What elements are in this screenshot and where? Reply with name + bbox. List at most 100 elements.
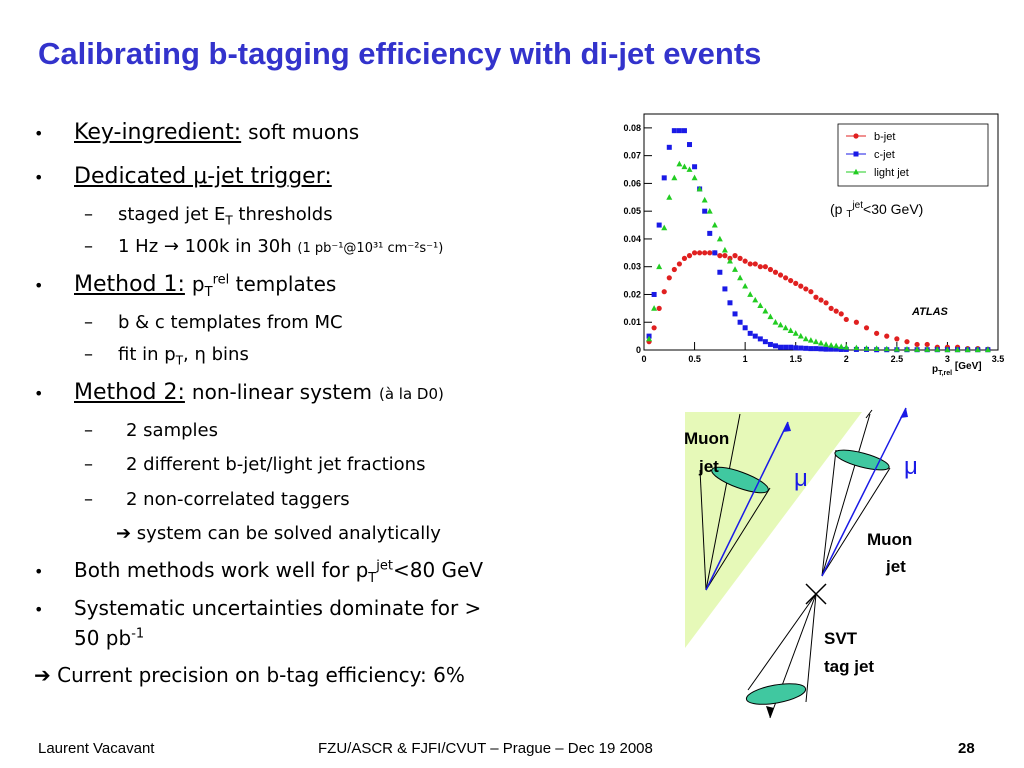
data-point-light-jet [807, 337, 814, 343]
data-point-light-jet [742, 282, 749, 289]
svg-text:tag jet: tag jet [824, 657, 874, 676]
data-point-c-jet [767, 341, 773, 347]
data-point-c-jet [692, 164, 698, 170]
x-axis-label: pT,rel [GeV] [932, 361, 982, 377]
data-point-b-jet [661, 289, 667, 295]
data-point-light-jet [903, 345, 910, 352]
data-point-b-jet [717, 253, 723, 259]
data-point-b-jet [767, 266, 774, 273]
mu-label-left: μ [794, 465, 808, 492]
muon-jet-cone-right [821, 407, 908, 577]
data-point-light-jet [716, 235, 723, 242]
data-point-c-jet [707, 230, 713, 236]
data-point-b-jet [838, 311, 844, 317]
data-point-b-jet [747, 261, 753, 267]
atlas-label: ATLAS [911, 306, 949, 318]
chart-annotation-ptjet: (p Tjet<30 GeV) [830, 200, 923, 220]
data-point-c-jet [833, 346, 839, 352]
data-point-b-jet [742, 258, 748, 264]
data-point-c-jet [651, 291, 657, 297]
dijet-diagram: Muon jet μ μ Muon jet SVT tag jet [684, 407, 918, 719]
data-point-b-jet [681, 255, 688, 261]
data-point-light-jet [762, 307, 769, 314]
data-point-b-jet [828, 305, 834, 311]
legend-label: light jet [874, 167, 909, 179]
data-point-b-jet [884, 333, 890, 339]
data-point-c-jet [808, 346, 814, 352]
data-point-c-jet [783, 344, 789, 350]
legend: b-jet c-jet light jet [837, 123, 989, 187]
data-point-light-jet [974, 346, 981, 353]
data-point-b-jet [843, 316, 849, 323]
data-point-light-jet [934, 346, 941, 352]
data-point-light-jet [893, 345, 900, 352]
data-point-b-jet [691, 250, 698, 256]
data-point-b-jet [914, 341, 920, 348]
data-point-b-jet [904, 339, 910, 345]
data-point-light-jet [782, 324, 789, 331]
data-point-light-jet [797, 332, 804, 339]
data-point-light-jet [984, 346, 991, 353]
data-point-light-jet [737, 274, 744, 281]
data-point-b-jet [651, 325, 657, 331]
data-point-light-jet [732, 266, 739, 272]
data-point-c-jet [661, 175, 667, 181]
data-point-c-jet [747, 330, 753, 336]
data-point-c-jet [757, 336, 763, 342]
data-point-light-jet [681, 163, 688, 170]
y-tick-label: 0.04 [623, 234, 641, 244]
data-point-light-jet [772, 319, 779, 325]
data-point-light-jet [787, 327, 794, 333]
data-point-c-jet [717, 269, 723, 275]
data-point-light-jet [706, 207, 713, 214]
data-point-c-jet [737, 319, 743, 325]
legend-marker [853, 151, 859, 157]
mu-label-right: μ [904, 453, 918, 480]
data-point-b-jet [853, 319, 859, 325]
data-point-light-jet [792, 330, 799, 336]
data-point-b-jet [924, 341, 930, 348]
muon-jet-cone-left [699, 413, 791, 591]
data-point-light-jet [818, 339, 824, 346]
y-tick-label: 0.06 [623, 178, 641, 188]
data-point-light-jet [883, 345, 890, 352]
y-tick-label: 0.01 [623, 317, 641, 327]
data-point-light-jet [924, 346, 931, 352]
y-tick-label: 0.08 [623, 123, 641, 133]
data-point-c-jet [712, 250, 718, 256]
data-point-c-jet [727, 300, 733, 306]
data-point-b-jet [777, 272, 784, 278]
data-point-b-jet [783, 275, 789, 281]
data-point-b-jet [772, 269, 779, 275]
x-tick-label: 0.5 [688, 354, 701, 364]
data-point-light-jet [823, 341, 830, 347]
y-tick-label: 0.07 [623, 151, 641, 161]
pt-rel-chart: 0 0.01 0.02 0.03 0.04 0.05 0.06 0.07 0.08 0 0.5 1 1… [623, 113, 1005, 377]
data-point-c-jet [722, 286, 728, 292]
data-point-c-jet [778, 344, 784, 350]
svt-tag-jet-cone [745, 583, 827, 719]
muon-jet-label-1: Muon [684, 429, 729, 448]
data-point-c-jet [772, 343, 778, 349]
data-point-b-jet [803, 286, 809, 292]
data-point-b-jet [697, 250, 703, 256]
y-tick-label: 0.02 [623, 289, 641, 299]
data-point-b-jet [813, 294, 819, 300]
data-point-light-jet [767, 313, 774, 320]
data-point-c-jet [742, 325, 748, 331]
footer-venue: FZU/ASCR & FJFI/CVUT – Prague – Dec 19 2… [318, 740, 653, 757]
data-point-c-jet [818, 346, 824, 352]
data-point-light-jet [686, 166, 693, 172]
x-tick-label: 0 [641, 354, 646, 364]
data-point-c-jet [788, 344, 794, 350]
x-tick-label: 3.5 [992, 354, 1005, 364]
legend-marker [853, 133, 859, 139]
data-point-light-jet [671, 174, 678, 181]
data-point-b-jet [762, 264, 768, 270]
svt-label: SVT [824, 629, 858, 648]
footer-author: Laurent Vacavant [38, 740, 155, 757]
data-point-light-jet [954, 346, 961, 353]
data-point-light-jet [747, 291, 754, 297]
data-point-light-jet [843, 344, 850, 350]
data-point-light-jet [721, 246, 728, 253]
